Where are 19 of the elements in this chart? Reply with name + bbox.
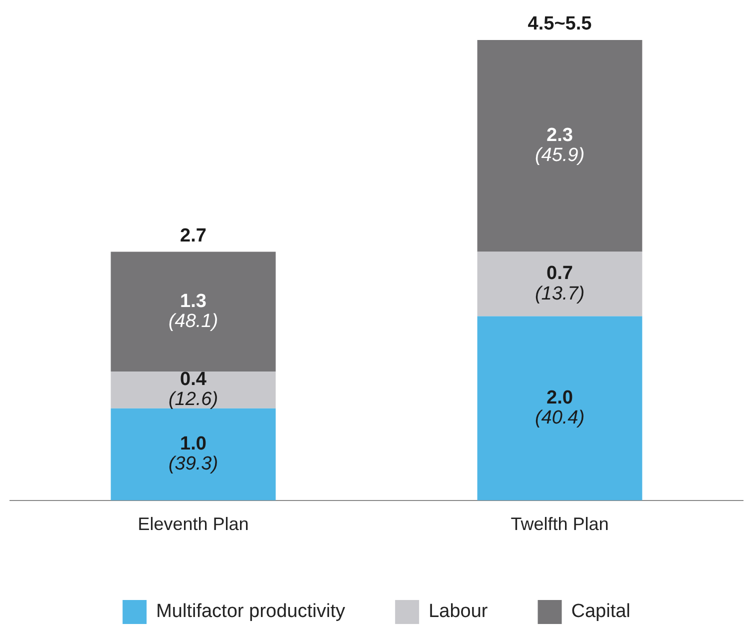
bar <box>477 40 642 252</box>
data-label: 0.4 (12.6) <box>168 369 218 410</box>
bar <box>110 408 276 500</box>
data-label: 1.3 (48.1) <box>168 290 218 332</box>
data-label: 2.3 (45.9) <box>534 125 585 166</box>
bar <box>110 371 276 408</box>
x-tick-label: Twelfth Plan <box>510 514 609 534</box>
legend-label: Capital <box>571 601 630 622</box>
total-label: 2.7 <box>180 226 206 247</box>
total-label: 4.5~5.5 <box>528 14 592 35</box>
data-label: 2.0 (40.4) <box>534 388 585 429</box>
legend-label: Multifactor productivity <box>156 601 346 622</box>
data-label: 1.0 (39.3) <box>168 434 218 475</box>
bar <box>110 252 276 372</box>
legend-label: Labour <box>428 601 488 622</box>
bar <box>477 252 642 316</box>
data-label: 0.7 (13.7) <box>534 263 585 304</box>
bar <box>477 316 642 500</box>
x-tick-label: Eleventh Plan <box>138 514 249 534</box>
